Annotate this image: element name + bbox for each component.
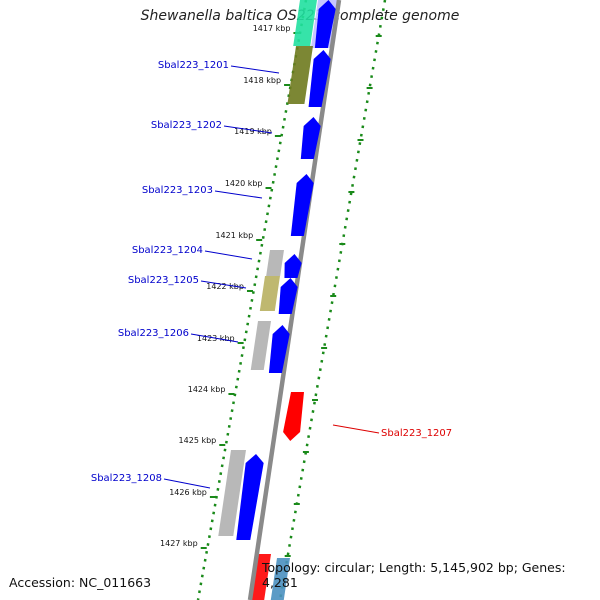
leader-line-sbal223-1206: [190, 333, 239, 343]
gene-label-sbal223-1206[interactable]: Sbal223_1206: [118, 328, 189, 339]
cds-arrow-sbal223-1201[interactable]: [308, 50, 331, 107]
kbp-label: 1425 kbp: [179, 436, 217, 445]
gene-label-sbal223-1207[interactable]: Sbal223_1207: [381, 428, 452, 439]
leader-line-sbal223-1205: [200, 280, 247, 289]
kbp-label: 1419 kbp: [234, 127, 272, 136]
kbp-label: 1422 kbp: [206, 282, 244, 291]
leader-line-sbal223-1203: [214, 190, 263, 199]
gene-label-sbal223-1208[interactable]: Sbal223_1208: [91, 473, 162, 484]
blast-hit-block: [266, 250, 284, 276]
leader-line-sbal223-1204: [204, 250, 253, 260]
cds-arrow-sbal223-1205[interactable]: [278, 278, 298, 314]
leader-line-sbal223-1202: [223, 125, 273, 134]
gene-label-sbal223-1204[interactable]: Sbal223_1204: [132, 245, 203, 256]
cds-arrow-sbal223-1203[interactable]: [290, 174, 314, 236]
blast-hit-block: [259, 276, 280, 311]
kbp-label: 1421 kbp: [215, 231, 253, 240]
gene-label-sbal223-1205[interactable]: Sbal223_1205: [128, 275, 199, 286]
blast-hit-block: [287, 46, 313, 104]
outer-tick-marks: [284, 35, 382, 557]
gene-label-leaders: [163, 65, 380, 489]
blast-hit-block: [270, 558, 290, 600]
gene-label-sbal223-1202[interactable]: Sbal223_1202: [151, 120, 222, 131]
cds-arrow-sbal223-1204[interactable]: [284, 254, 302, 278]
blast-hit-block: [293, 0, 317, 46]
leader-line-sbal223-1208: [163, 478, 211, 489]
gene-label-sbal223-1203[interactable]: Sbal223_1203: [142, 185, 213, 196]
cds-arrow-sbal223-1208[interactable]: [236, 454, 264, 540]
leader-line-sbal223-1201: [230, 65, 280, 74]
blast-hit-block: [218, 450, 246, 536]
gene-label-sbal223-1201[interactable]: Sbal223_1201: [158, 60, 229, 71]
inner-position-ruler: [196, 0, 308, 600]
cds-arrow-sbal223-1202[interactable]: [300, 117, 321, 159]
topology-text: Topology: circular; Length: 5,145,902 bp…: [262, 560, 566, 590]
cds-arrow-forward[interactable]: [314, 0, 336, 48]
cds-arrow-sbal223-1206[interactable]: [268, 325, 290, 373]
kbp-label: 1418 kbp: [243, 76, 281, 85]
accession-text: Accession: NC_011663: [9, 575, 152, 590]
kbp-label: 1424 kbp: [188, 385, 226, 394]
kbp-label: 1417 kbp: [253, 24, 291, 33]
leader-line-sbal223-1207: [332, 424, 380, 434]
gene-labels: Sbal223_1201 Sbal223_1202 Sbal223_1203 Sbal…: [91, 60, 452, 484]
cds-arrow-sbal223-1207[interactable]: [283, 392, 304, 441]
kbp-label: 1427 kbp: [160, 539, 198, 548]
kbp-label: 1426 kbp: [169, 488, 207, 497]
cds-feature-track: [236, 0, 336, 540]
kbp-label: 1420 kbp: [225, 179, 263, 188]
blast-hit-block: [250, 321, 271, 370]
